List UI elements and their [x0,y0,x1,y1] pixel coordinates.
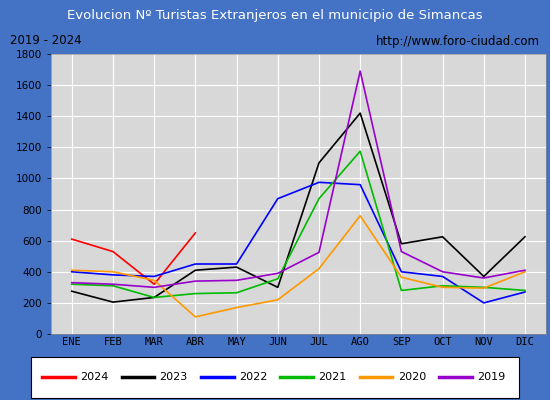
Text: 2020: 2020 [398,372,426,382]
Text: NOV: NOV [475,337,493,347]
Text: 2024: 2024 [80,372,108,382]
Text: DIC: DIC [515,337,535,347]
Text: 2022: 2022 [239,372,267,382]
Text: JUL: JUL [310,337,328,347]
Text: JUN: JUN [268,337,287,347]
Text: 2021: 2021 [318,372,346,382]
Text: http://www.foro-ciudad.com: http://www.foro-ciudad.com [376,34,540,48]
Text: 2019 - 2024: 2019 - 2024 [10,34,81,48]
Text: ABR: ABR [186,337,205,347]
Text: MAY: MAY [227,337,246,347]
Text: FEB: FEB [103,337,122,347]
Bar [31,357,519,398]
Text: AGO: AGO [351,337,370,347]
Text: SEP: SEP [392,337,411,347]
Text: ENE: ENE [62,337,81,347]
Text: Evolucion Nº Turistas Extranjeros en el municipio de Simancas: Evolucion Nº Turistas Extranjeros en el … [67,8,483,22]
Text: MAR: MAR [145,337,163,347]
Text: 2023: 2023 [160,372,188,382]
Text: OCT: OCT [433,337,452,347]
Text: 2019: 2019 [477,372,505,382]
